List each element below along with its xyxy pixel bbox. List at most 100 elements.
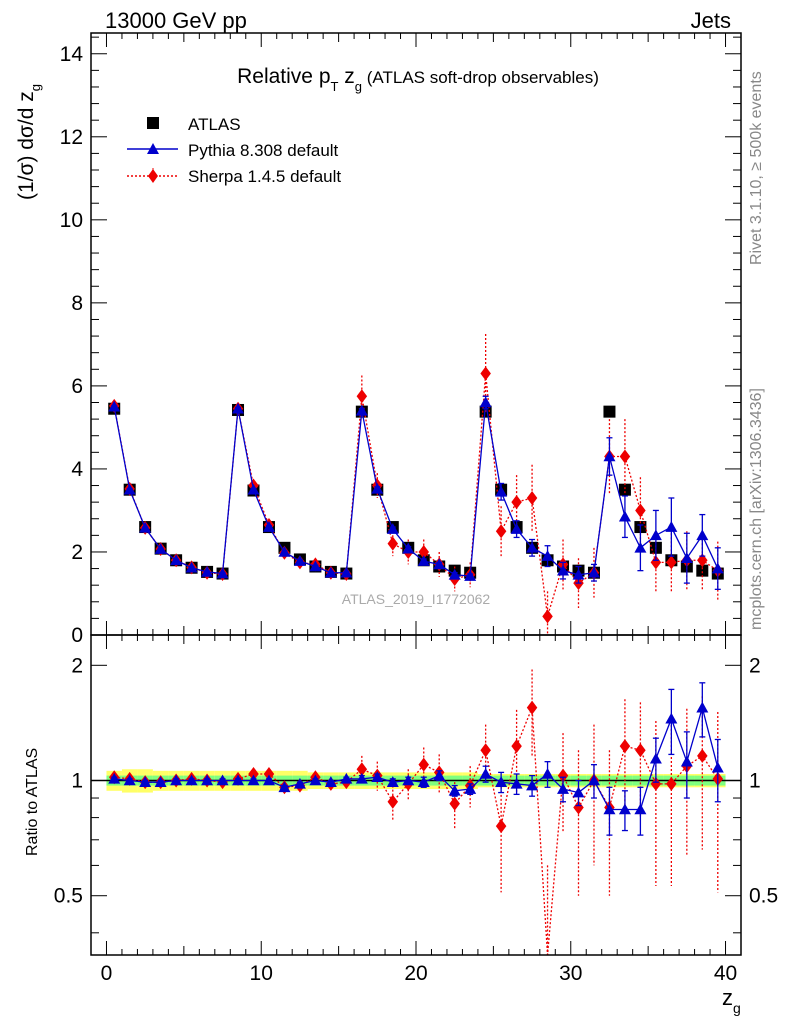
ratio-pythia-point bbox=[371, 771, 384, 783]
ratio-pythia-point bbox=[340, 772, 353, 784]
ratio-pythia-point bbox=[324, 776, 337, 787]
main-pythia-point bbox=[557, 564, 570, 576]
ratio-pythia-point bbox=[402, 774, 415, 786]
main-ylabel-sub: g bbox=[28, 84, 43, 91]
main-y-tick-label: 8 bbox=[71, 292, 83, 315]
legend-sherpa-marker bbox=[148, 169, 158, 183]
main-sherpa-point bbox=[495, 524, 507, 539]
ratio-pythia-point bbox=[448, 784, 461, 796]
legend-sherpa-label: Sherpa 1.4.5 default bbox=[188, 167, 341, 186]
main-pythia-point bbox=[634, 541, 647, 553]
main-pythia-point bbox=[139, 521, 152, 533]
rivet-label: Rivet 3.1.10, ≥ 500k events bbox=[748, 71, 765, 265]
main-sherpa-point bbox=[542, 609, 553, 624]
main-pythia-line bbox=[113, 402, 719, 577]
watermark: ATLAS_2019_I1772062 bbox=[342, 591, 491, 607]
main-sherpa-point bbox=[511, 495, 522, 510]
ratio-pythia-point bbox=[665, 712, 678, 724]
mcplots-label: mcplots.cern.ch [arXiv:1306.3436] bbox=[748, 388, 765, 630]
ratio-sherpa-point bbox=[248, 766, 259, 781]
ratio-pythia-point bbox=[680, 755, 693, 767]
ratio-pythia-point bbox=[618, 803, 631, 815]
main-y-tick-label: 10 bbox=[60, 209, 83, 232]
main-pythia-point bbox=[711, 562, 724, 574]
ratio-pythia-line bbox=[114, 705, 719, 811]
ratio-y-tick-label: 2 bbox=[71, 654, 83, 677]
main-sherpa-point bbox=[526, 490, 538, 505]
main-pythia-point bbox=[123, 483, 136, 495]
ratio-pythia-point bbox=[495, 776, 508, 787]
main-pythia-point bbox=[680, 552, 693, 563]
main-pythia-point bbox=[278, 545, 291, 557]
main-pythia-point bbox=[185, 561, 198, 573]
main-pythia-point bbox=[402, 542, 415, 554]
ratio-sherpa-point bbox=[449, 796, 460, 811]
main-pythia-point bbox=[262, 521, 275, 532]
main-pythia-point bbox=[293, 555, 306, 566]
ratio-pythia-point bbox=[572, 786, 585, 798]
ratio-sherpa-point bbox=[387, 794, 399, 809]
ratio-sherpa-point bbox=[666, 776, 677, 791]
main-sherpa-point bbox=[666, 555, 677, 570]
main-title: Relative pT zg (ATLAS soft-drop observab… bbox=[237, 65, 599, 94]
ratio-pythia-point bbox=[649, 752, 662, 764]
legend-atlas-marker bbox=[147, 117, 159, 129]
ratio-pythia-point bbox=[587, 774, 600, 786]
ratio-pythia-point bbox=[464, 783, 477, 794]
main-y-tick-label: 12 bbox=[60, 126, 83, 149]
ratio-pythia-point bbox=[526, 779, 539, 791]
main-pythia-point bbox=[309, 560, 322, 572]
ratio-pythia-point bbox=[510, 777, 523, 789]
ratio-pythia-point bbox=[154, 776, 167, 787]
x-tick-label: 20 bbox=[404, 962, 427, 985]
main-atlas-point bbox=[603, 405, 616, 418]
ratio-y-tick-label: 1 bbox=[71, 770, 83, 793]
ratio-pythia-point bbox=[541, 767, 554, 779]
ratio-sherpa-point bbox=[650, 776, 662, 791]
header-left: 13000 GeV pp bbox=[105, 8, 247, 33]
main-atlas-point bbox=[696, 564, 709, 577]
main-sherpa-point bbox=[418, 544, 429, 559]
ratio-pythia-point bbox=[479, 767, 492, 779]
ratio-sherpa-point bbox=[619, 739, 631, 754]
main-sherpa-point bbox=[650, 555, 662, 570]
main-sherpa-point bbox=[387, 536, 399, 551]
ratio-sherpa-point bbox=[263, 766, 275, 781]
main-pythia-point bbox=[247, 483, 260, 495]
ratio-sherpa-point bbox=[480, 743, 491, 758]
main-pythia-point bbox=[495, 485, 508, 497]
main-atlas-point bbox=[618, 483, 631, 496]
ratio-pythia-point bbox=[711, 761, 724, 773]
main-pythia-point bbox=[170, 554, 183, 566]
ratio-pythia-point bbox=[634, 803, 647, 815]
main-pythia-point bbox=[572, 568, 585, 580]
ratio-frame bbox=[90, 634, 742, 956]
x-tick-label: 0 bbox=[101, 962, 113, 985]
main-pythia-point bbox=[154, 543, 167, 554]
xlabel-text: z bbox=[722, 985, 733, 1010]
ratio-pythia-point bbox=[201, 774, 214, 786]
main-sherpa-point bbox=[480, 366, 491, 381]
main-title-sub-g: g bbox=[355, 79, 362, 94]
main-pythia-point bbox=[541, 550, 554, 561]
x-tick-label: 30 bbox=[559, 962, 582, 985]
ratio-sherpa-point bbox=[418, 757, 429, 772]
main-title-mid: z bbox=[338, 65, 354, 88]
ratio-sherpa-point bbox=[697, 748, 708, 763]
main-ylabel: (1/σ) dσ/d zg bbox=[15, 84, 43, 200]
xlabel: zg bbox=[722, 985, 741, 1016]
ratio-sherpa-point bbox=[573, 800, 584, 815]
frames-layer bbox=[90, 32, 742, 956]
main-pythia-point bbox=[587, 566, 600, 578]
main-pythia-point bbox=[464, 570, 477, 581]
main-sherpa-point bbox=[635, 503, 646, 518]
ratio-pythia-point bbox=[603, 803, 616, 815]
ratio-sherpa-point bbox=[511, 739, 522, 754]
ratio-sherpa-point bbox=[495, 819, 507, 834]
main-pythia-point bbox=[386, 523, 399, 534]
ratio-pythia-point bbox=[139, 776, 152, 787]
main-title-sub-t: T bbox=[331, 79, 339, 94]
ratio-sherpa-line bbox=[114, 707, 719, 956]
ratio-pythia-point bbox=[232, 774, 245, 786]
legend-pythia-marker bbox=[147, 143, 159, 154]
